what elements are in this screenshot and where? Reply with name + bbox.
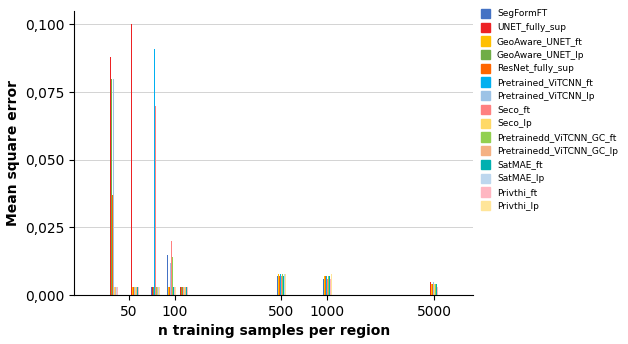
Y-axis label: Mean square error: Mean square error — [6, 80, 19, 226]
X-axis label: n training samples per region: n training samples per region — [158, 324, 390, 338]
Legend: SegFormFT, UNET_fully_sup, GeoAware_UNET_ft, GeoAware_UNET_lp, ResNet_fully_sup,: SegFormFT, UNET_fully_sup, GeoAware_UNET… — [477, 5, 622, 214]
